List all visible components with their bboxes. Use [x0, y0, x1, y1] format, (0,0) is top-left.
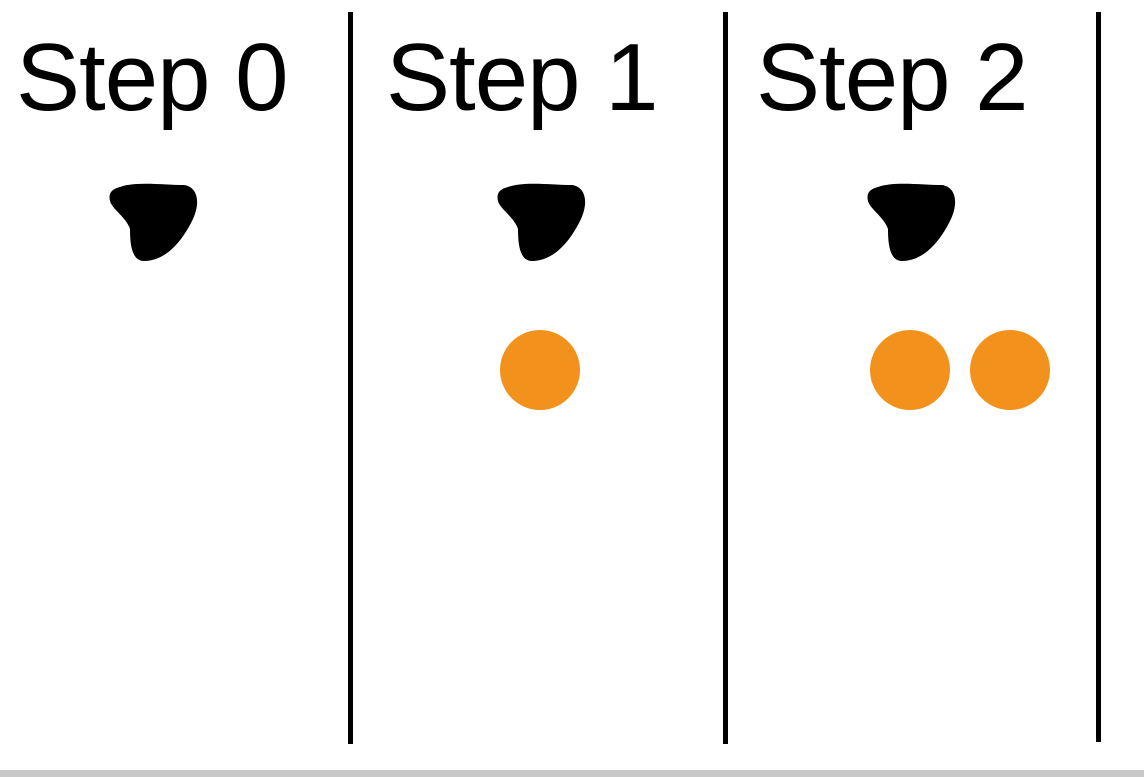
- divider-1: [348, 12, 353, 744]
- bottom-border: [0, 770, 1144, 777]
- divider-2: [723, 12, 728, 744]
- step-2-blob-icon: [867, 183, 956, 261]
- step-2-orange-dot-1: [870, 330, 950, 410]
- step-2-orange-dot-2: [970, 330, 1050, 410]
- divider-3: [1096, 12, 1101, 742]
- step-1-orange-dot-1: [500, 330, 580, 410]
- step-2-title: Step 2: [756, 24, 1029, 131]
- step-1-blob-icon: [497, 183, 586, 261]
- step-1-title: Step 1: [386, 24, 659, 131]
- step-0-title: Step 0: [16, 24, 289, 131]
- step-0-blob-icon: [109, 183, 198, 261]
